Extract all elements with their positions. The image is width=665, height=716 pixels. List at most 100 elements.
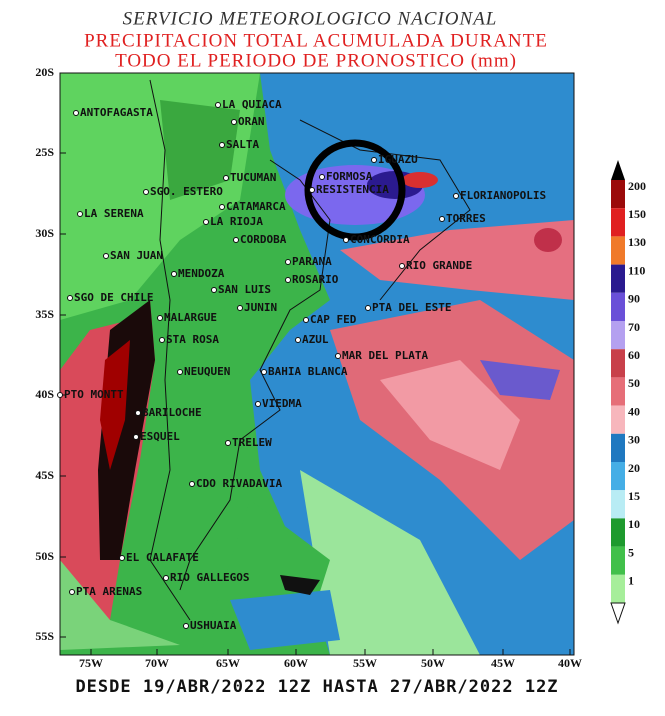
scale-swatch xyxy=(611,518,625,547)
city-marker xyxy=(309,187,315,193)
city-marker xyxy=(189,481,195,487)
color-scale: 200 150 130 110 90 70 60 50 40 30 20 15 10 5 1 xyxy=(610,160,646,625)
scale-label: 40 xyxy=(628,404,640,418)
lat-label: 35S xyxy=(35,307,54,321)
city-marker xyxy=(453,193,459,199)
lon-label: 50W xyxy=(421,656,445,670)
city-label: SALTA xyxy=(226,138,259,151)
scale-label: 10 xyxy=(628,517,640,531)
city-marker xyxy=(225,440,231,446)
city-label: LA QUIACA xyxy=(222,98,282,111)
city-label: STA ROSA xyxy=(166,333,219,346)
city-label: ANTOFAGASTA xyxy=(80,106,153,119)
scale-label: 70 xyxy=(628,320,640,334)
scale-label: 30 xyxy=(628,433,640,447)
city-marker xyxy=(57,392,63,398)
scale-label: 20 xyxy=(628,461,640,475)
city-label: ORAN xyxy=(238,115,265,128)
city-marker xyxy=(399,263,405,269)
scale-swatch xyxy=(611,264,625,293)
city-label: SAN LUIS xyxy=(218,283,271,296)
lat-label: 20S xyxy=(35,65,54,79)
title: PRECIPITACION TOTAL ACUMULADA DURANTE xyxy=(84,30,548,51)
city-marker xyxy=(203,219,209,225)
city-label: IGUAZU xyxy=(378,153,418,166)
city-label: MAR DEL PLATA xyxy=(342,349,428,362)
scale-label: 130 xyxy=(628,235,646,249)
city-label: SAN JUAN xyxy=(110,249,163,262)
city-label: RIO GRANDE xyxy=(406,259,472,272)
scale-cap xyxy=(610,602,626,625)
scale-label: 50 xyxy=(628,376,640,390)
city-marker xyxy=(219,204,225,210)
scale-swatch xyxy=(611,321,625,350)
city-label: PTA ARENAS xyxy=(76,585,142,598)
city-marker xyxy=(215,102,221,108)
scale-label: 15 xyxy=(628,489,640,503)
scale-cap xyxy=(611,160,625,180)
city-label: TORRES xyxy=(446,212,486,225)
scale-swatch xyxy=(611,574,625,603)
city-label: USHUAIA xyxy=(190,619,237,632)
city-label: CORDOBA xyxy=(240,233,287,246)
scale-swatch xyxy=(611,236,625,265)
city-marker xyxy=(163,575,169,581)
city-label: ROSARIO xyxy=(292,273,339,286)
city-label: CATAMARCA xyxy=(226,200,286,213)
scale-swatch xyxy=(611,546,625,575)
city-marker xyxy=(143,189,149,195)
scale-label: 150 xyxy=(628,207,646,221)
title: SERVICIO METEOROLOGICO NACIONAL xyxy=(123,8,498,29)
lat-label: 40S xyxy=(35,387,54,401)
precipitation-field xyxy=(59,72,575,656)
lon-label: 55W xyxy=(353,656,377,670)
city-marker xyxy=(319,174,325,180)
scale-swatch xyxy=(611,292,625,321)
city-marker xyxy=(67,295,73,301)
city-marker xyxy=(211,287,217,293)
city-marker xyxy=(223,175,229,181)
lon-label: 70W xyxy=(145,656,169,670)
city-label: TRELEW xyxy=(232,436,272,449)
city-label: AZUL xyxy=(302,333,329,346)
city-label: ESQUEL xyxy=(140,430,180,443)
scale-swatch xyxy=(611,377,625,406)
city-label: BARILOCHE xyxy=(142,406,202,419)
scale-swatch xyxy=(611,405,625,434)
city-marker xyxy=(171,271,177,277)
city-marker xyxy=(73,110,79,116)
city-label: PTO MONTT xyxy=(64,388,124,401)
city-marker xyxy=(285,259,291,265)
city-label: RESISTENCIA xyxy=(316,183,389,196)
city-marker xyxy=(335,353,341,359)
city-marker xyxy=(103,253,109,259)
lon-label: 65W xyxy=(216,656,240,670)
scale-label: 1 xyxy=(628,574,634,588)
city-label: SGO. ESTERO xyxy=(150,185,223,198)
lat-label: 30S xyxy=(35,226,54,240)
city-marker xyxy=(135,410,141,416)
scale-swatch xyxy=(611,180,625,209)
city-label: EL CALAFATE xyxy=(126,551,199,564)
city-marker xyxy=(159,337,165,343)
city-label: CAP FED xyxy=(310,313,357,326)
scale-label: 110 xyxy=(628,263,645,277)
scale-label: 5 xyxy=(628,545,634,559)
scale-swatch xyxy=(611,349,625,378)
city-marker xyxy=(255,401,261,407)
scale-label: 200 xyxy=(628,179,646,193)
city-label: FORMOSA xyxy=(326,170,373,183)
lon-label: 45W xyxy=(491,656,515,670)
lat-label: 55S xyxy=(35,629,54,643)
city-label: BAHIA BLANCA xyxy=(268,365,348,378)
city-label: PTA DEL ESTE xyxy=(372,301,451,314)
city-marker xyxy=(439,216,445,222)
city-marker xyxy=(233,237,239,243)
city-label: CDO RIVADAVIA xyxy=(196,477,282,490)
city-label: TUCUMAN xyxy=(230,171,276,184)
scale-label: 60 xyxy=(628,348,640,362)
city-marker xyxy=(219,142,225,148)
city-marker xyxy=(365,305,371,311)
city-label: LA SERENA xyxy=(84,207,144,220)
